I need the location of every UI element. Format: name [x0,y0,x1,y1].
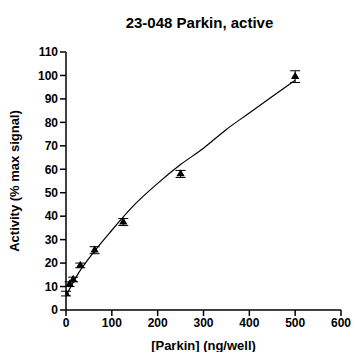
svg-text:50: 50 [45,186,59,200]
svg-text:40: 40 [45,209,59,223]
svg-text:Activity (% max signal): Activity (% max signal) [8,110,22,252]
svg-text:10: 10 [45,280,59,294]
svg-text:100: 100 [38,69,58,83]
svg-text:0: 0 [63,316,70,330]
svg-text:300: 300 [193,316,213,330]
svg-text:70: 70 [45,139,59,153]
svg-text:600: 600 [331,316,351,330]
svg-text:0: 0 [51,303,58,317]
svg-text:30: 30 [45,233,59,247]
svg-text:[Parkin] (ng/well): [Parkin] (ng/well) [151,338,256,352]
svg-text:500: 500 [285,316,305,330]
svg-text:60: 60 [45,163,59,177]
svg-text:110: 110 [39,45,59,59]
svg-text:200: 200 [148,316,168,330]
svg-text:100: 100 [102,316,122,330]
svg-text:20: 20 [45,256,59,270]
svg-text:400: 400 [239,316,259,330]
html-text:23-048 Parkin, active: 23-048 Parkin, active [125,14,274,31]
svg-text:80: 80 [45,116,59,130]
svg-text:90: 90 [45,92,59,106]
